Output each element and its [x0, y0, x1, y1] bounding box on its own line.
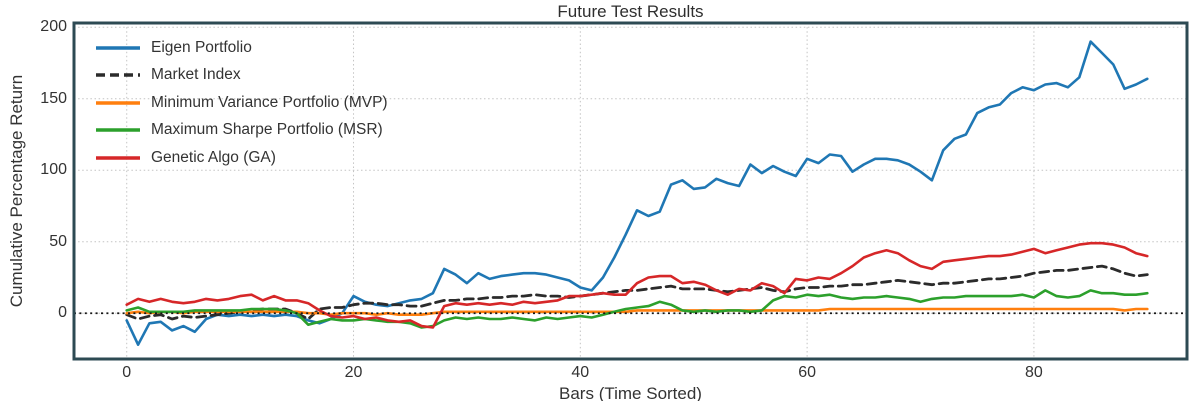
y-tick-label-100: 100 [40, 161, 67, 179]
legend-line-icon [96, 101, 140, 105]
series-line-genetic-algo-ga [125, 241, 1149, 329]
x-tick-label-60: 60 [798, 364, 816, 381]
y-tick-label-150: 150 [40, 89, 67, 107]
legend-label: Minimum Variance Portfolio (MVP) [151, 93, 388, 111]
legend-item-market-index: Market Index [96, 62, 388, 90]
legend-label: Maximum Sharpe Portfolio (MSR) [151, 121, 383, 139]
legend-line-icon [96, 156, 140, 160]
legend-item-genetic-algo-ga: Genetic Algo (GA) [96, 144, 388, 172]
x-tick-label-80: 80 [1025, 364, 1043, 381]
legend-label: Genetic Algo (GA) [151, 148, 276, 166]
legend-label: Market Index [151, 66, 241, 84]
y-tick-label-50: 50 [49, 232, 67, 250]
series-line-eigen-portfolio [125, 40, 1149, 347]
x-tick-label-0: 0 [122, 364, 132, 381]
legend-item-minimum-variance-portfolio-mvp: Minimum Variance Portfolio (MVP) [96, 89, 388, 117]
x-axis-label: Bars (Time Sorted) [559, 384, 702, 401]
legend-item-maximum-sharpe-portfolio-msr: Maximum Sharpe Portfolio (MSR) [96, 117, 388, 145]
legend-line-icon [96, 46, 140, 50]
legend-line-icon [96, 73, 140, 77]
series-line-minimum-variance-portfolio-mvp [125, 307, 1149, 317]
y-tick-label-200: 200 [40, 18, 67, 36]
x-tick-label-20: 20 [344, 364, 363, 381]
chart-title: Future Test Results [557, 2, 704, 21]
y-tick-label-0: 0 [58, 304, 67, 322]
x-tick-label-40: 40 [571, 364, 590, 381]
axes-frame [72, 21, 1189, 361]
legend-line-icon [96, 128, 140, 132]
legend-label: Eigen Portfolio [151, 38, 252, 56]
legend-item-eigen-portfolio: Eigen Portfolio [96, 34, 388, 62]
legend: Eigen Portfolio Market Index Minimum Varia… [96, 34, 388, 172]
y-axis-label: Cumulative Percentage Return [7, 74, 26, 308]
